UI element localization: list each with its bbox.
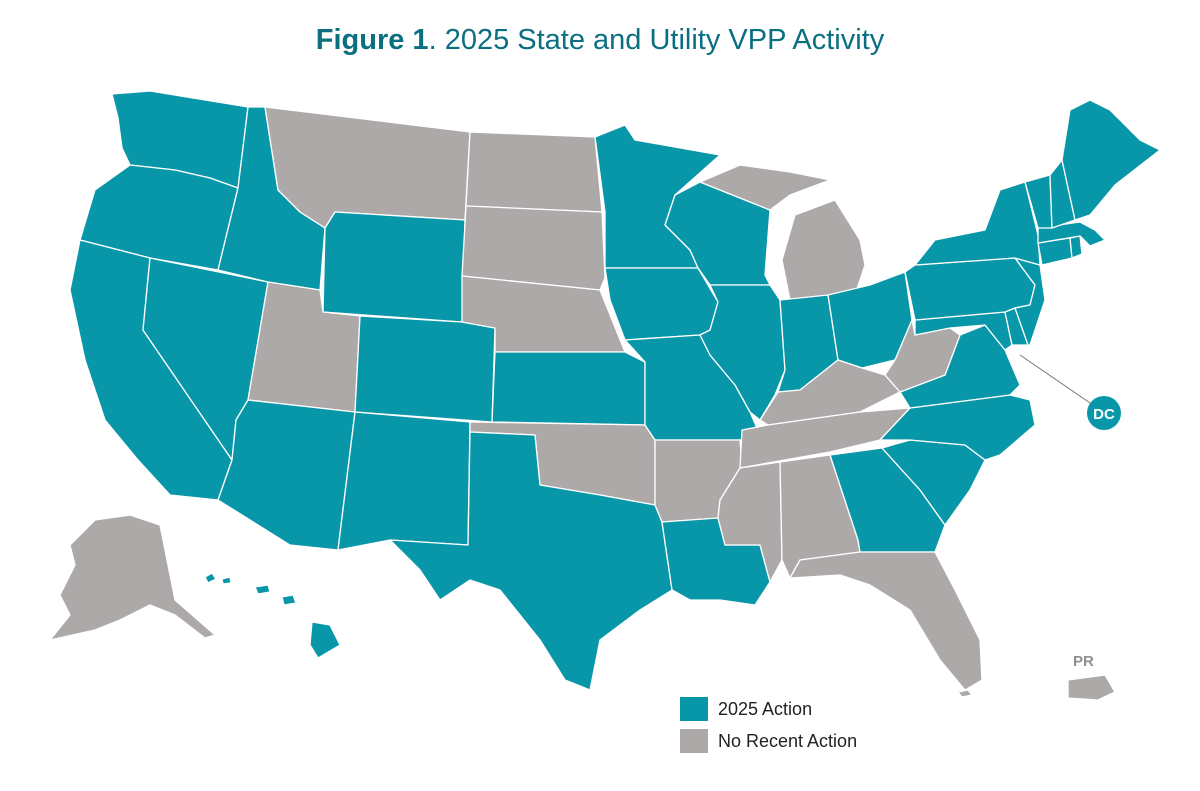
- dc-marker: [1087, 396, 1121, 430]
- figure-title: Figure 1. 2025 State and Utility VPP Act…: [0, 24, 1200, 57]
- dc-label: DC: [1093, 406, 1115, 423]
- state-RI: [1069, 235, 1083, 259]
- legend-swatch-action: [680, 697, 708, 721]
- state-MA: [1037, 221, 1106, 247]
- state-SD: [461, 205, 606, 291]
- state-NM: [337, 411, 471, 551]
- state-TX: [389, 431, 673, 691]
- state-AZ: [217, 399, 356, 551]
- state-ND: [465, 131, 603, 213]
- state-NY: [914, 181, 1041, 266]
- legend-item-no-action: No Recent Action: [680, 725, 857, 757]
- state-HI: [204, 572, 341, 659]
- legend-item-action: 2025 Action: [680, 693, 857, 725]
- dc-leader-line: [1019, 354, 1094, 406]
- legend-label-no-action: No Recent Action: [718, 730, 858, 751]
- state-AK: [49, 514, 216, 641]
- figure-title-rest: . 2025 State and Utility VPP Activity: [428, 24, 885, 56]
- state-WY: [322, 211, 466, 323]
- state-ME: [1061, 99, 1161, 221]
- state-NJ: [1014, 257, 1046, 346]
- legend: 2025 Action No Recent Action: [680, 693, 857, 757]
- state-CO: [354, 315, 496, 423]
- state-MI: [699, 164, 866, 301]
- territory-PR: [1067, 674, 1116, 701]
- state-IA: [604, 267, 719, 341]
- legend-label-action: 2025 Action: [718, 698, 813, 719]
- florida-keys: [957, 689, 973, 698]
- legend-swatch-no-action: [680, 729, 708, 753]
- dc-callout: DC: [1019, 354, 1121, 430]
- figure-title-bold: Figure 1: [315, 24, 429, 56]
- pr-label: PR: [1073, 653, 1094, 670]
- state-KS: [491, 351, 646, 426]
- state-FL: [789, 551, 983, 691]
- state-WI: [664, 181, 771, 286]
